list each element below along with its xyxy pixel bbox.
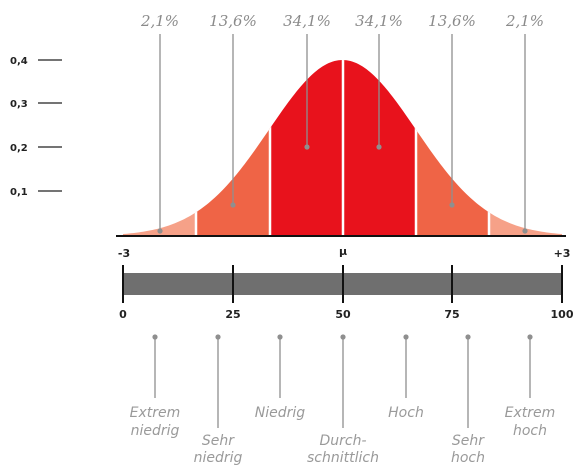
- category-label-line1: Extrem: [130, 405, 181, 421]
- category-dot: [215, 334, 221, 340]
- y-tick-2: 0,3: [10, 99, 62, 110]
- scale-tick-label: 25: [225, 308, 240, 321]
- category-label-line1: Durch-: [319, 433, 366, 449]
- leader-dot: [157, 228, 163, 234]
- leader-dot: [449, 202, 455, 208]
- category-dot: [527, 334, 533, 340]
- scale-tick-label: 100: [551, 308, 574, 321]
- scale-tick-label: 75: [444, 308, 459, 321]
- percentage-label: 13,6%: [209, 12, 257, 30]
- category-dot: [340, 334, 346, 340]
- leader-dot: [230, 202, 236, 208]
- percentage-label: 34,1%: [355, 12, 403, 30]
- category-label-line1: Sehr: [202, 433, 235, 449]
- scale-tick-label: 50: [335, 308, 351, 321]
- y-tick-3: 0,4: [10, 56, 62, 67]
- sigma-label-right: +3: [554, 247, 571, 260]
- category-label-line1: Extrem: [505, 405, 556, 421]
- category-label-line1: Niedrig: [255, 405, 306, 421]
- category-label-line2: niedrig: [194, 450, 243, 466]
- category-dot: [403, 334, 409, 340]
- y-tick-label: 0,1: [10, 187, 28, 198]
- category-label-line2: niedrig: [131, 423, 180, 439]
- scale-tick-labels: 0 25 50 75 100: [119, 308, 574, 321]
- y-tick-label: 0,4: [10, 56, 28, 67]
- category-dot: [152, 334, 158, 340]
- scale-bar: [122, 265, 563, 303]
- percentage-dots: [157, 144, 528, 234]
- percentage-label: 2,1%: [140, 12, 179, 30]
- leader-dot: [304, 144, 310, 150]
- category-label-line1: Hoch: [388, 405, 424, 421]
- category-label-line2: hoch: [513, 423, 547, 439]
- category-dot: [277, 334, 283, 340]
- sigma-label-center: μ: [339, 245, 347, 258]
- y-tick-label: 0,2: [10, 143, 28, 154]
- percentage-leaders: [159, 34, 526, 231]
- category-dot: [465, 334, 471, 340]
- category-label-line1: Sehr: [452, 433, 485, 449]
- sigma-label-left: -3: [118, 247, 130, 260]
- y-tick-label: 0,3: [10, 99, 28, 110]
- y-tick-1: 0,2: [10, 143, 62, 154]
- bell-curve: [123, 60, 562, 235]
- leader-dot: [522, 228, 528, 234]
- category-labels: Extrem niedrig Sehr niedrig Niedrig Durc…: [130, 405, 556, 466]
- scale-tick-label: 0: [119, 308, 127, 321]
- percentage-labels: 2,1% 13,6% 34,1% 34,1% 13,6% 2,1%: [140, 12, 544, 30]
- category-leaders: [152, 334, 533, 428]
- y-tick-0: 0,1: [10, 187, 62, 198]
- sigma-labels: -3 μ +3: [118, 245, 571, 260]
- category-label-line2: hoch: [451, 450, 485, 466]
- percentage-label: 2,1%: [505, 12, 544, 30]
- percentage-label: 13,6%: [428, 12, 476, 30]
- y-axis: 0,1 0,2 0,3 0,4: [10, 56, 62, 198]
- percentage-label: 34,1%: [283, 12, 331, 30]
- category-label-line2: schnittlich: [307, 450, 379, 466]
- leader-dot: [376, 144, 382, 150]
